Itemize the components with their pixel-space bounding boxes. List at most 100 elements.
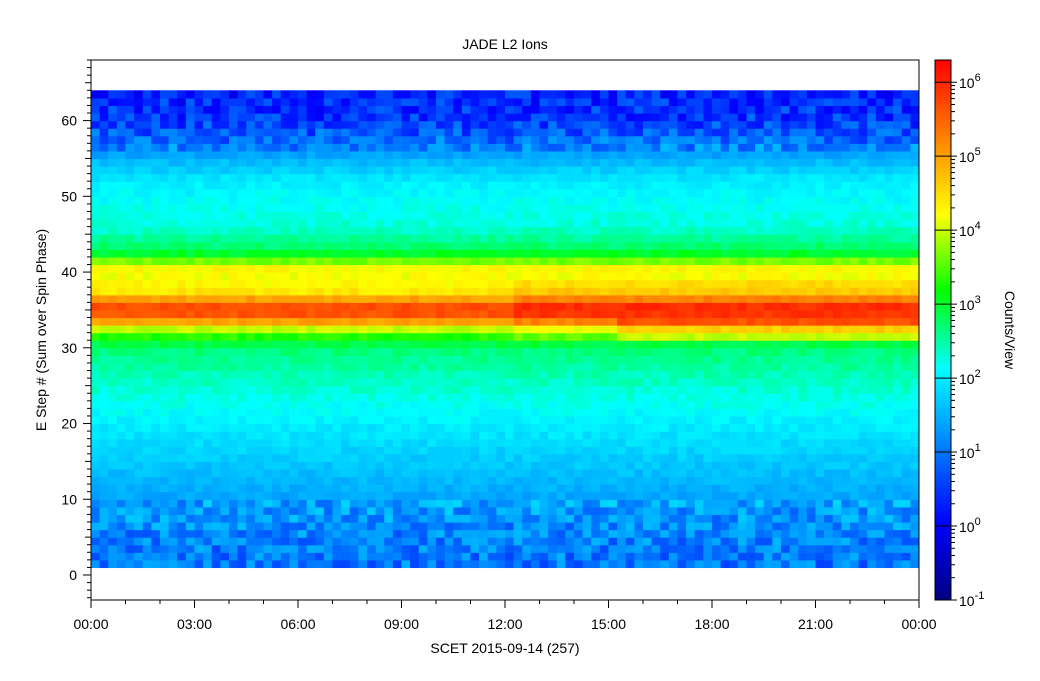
heatmap-cell [401, 302, 411, 311]
heatmap-cell [513, 317, 523, 326]
heatmap-cell [306, 400, 316, 409]
heatmap-cell [479, 203, 489, 213]
heatmap-cell [660, 294, 670, 303]
heatmap-cell [461, 264, 472, 273]
heatmap-cell [332, 249, 342, 258]
heatmap-cell [444, 332, 454, 341]
heatmap-cell [341, 559, 351, 569]
heatmap-cell [453, 400, 463, 409]
heatmap-cell [591, 120, 601, 129]
heatmap-cell [556, 166, 566, 175]
heatmap-cell [487, 431, 497, 440]
heatmap-cell [530, 423, 541, 432]
heatmap-cell [694, 521, 704, 531]
heatmap-cell [418, 461, 428, 470]
heatmap-cell [737, 219, 748, 228]
heatmap-cell [142, 188, 152, 197]
heatmap-cell [513, 423, 523, 432]
heatmap-cell [246, 279, 256, 288]
heatmap-cell [358, 423, 368, 432]
heatmap-cell [194, 506, 204, 516]
heatmap-cell [272, 559, 282, 569]
heatmap-cell [548, 219, 558, 228]
heatmap-cell [289, 370, 299, 379]
heatmap-cell [99, 113, 109, 122]
heatmap-cell [384, 241, 394, 250]
heatmap-cell [720, 362, 730, 372]
heatmap-cell [530, 113, 541, 122]
heatmap-cell [453, 219, 463, 228]
heatmap-cell [108, 340, 118, 349]
heatmap-cell [246, 234, 256, 243]
heatmap-cell [470, 309, 480, 319]
heatmap-cell [384, 461, 394, 470]
heatmap-cell [237, 181, 247, 190]
heatmap-cell [116, 181, 127, 190]
heatmap-cell [703, 378, 713, 387]
heatmap-cell [99, 143, 109, 152]
heatmap-cell [401, 196, 411, 205]
heatmap-cell [272, 135, 282, 144]
heatmap-cell [91, 302, 101, 311]
heatmap-cell [461, 438, 472, 447]
heatmap-cell [496, 514, 506, 523]
heatmap-cell [522, 446, 532, 455]
heatmap-cell [677, 559, 687, 569]
heatmap-cell [548, 347, 558, 356]
heatmap-cell [211, 97, 221, 107]
heatmap-cell [617, 476, 627, 485]
heatmap-cell [254, 173, 265, 182]
heatmap-cell [229, 135, 239, 144]
heatmap-cell [617, 552, 627, 561]
heatmap-cell [99, 438, 109, 447]
heatmap-cell [229, 143, 239, 152]
heatmap-cell [401, 181, 411, 190]
heatmap-cell [556, 211, 566, 220]
heatmap-cell [737, 408, 748, 417]
heatmap-cell [272, 241, 282, 250]
heatmap-cell [427, 453, 437, 462]
heatmap-cell [617, 279, 627, 288]
heatmap-cell [651, 166, 661, 175]
heatmap-cell [737, 135, 748, 144]
heatmap-cell [392, 325, 403, 334]
heatmap-cell [479, 559, 489, 569]
heatmap-cell [772, 552, 782, 561]
heatmap-cell [427, 355, 437, 364]
heatmap-cell [280, 431, 290, 440]
heatmap-cell [125, 120, 135, 129]
heatmap-cell [237, 128, 247, 137]
heatmap-cell [694, 499, 704, 508]
heatmap-cell [660, 393, 670, 402]
heatmap-cell [686, 150, 696, 160]
heatmap-cell [194, 173, 204, 182]
heatmap-cell [436, 241, 446, 250]
heatmap-cell [427, 446, 437, 455]
heatmap-cell [99, 408, 109, 417]
heatmap-cell [539, 438, 549, 447]
heatmap-cell [720, 173, 730, 182]
heatmap-cell [349, 317, 359, 326]
heatmap-cell [185, 393, 196, 402]
heatmap-cell [185, 408, 196, 417]
heatmap-cell [280, 272, 290, 281]
heatmap-cell [470, 234, 480, 243]
heatmap-cell [556, 347, 566, 356]
heatmap-cell [263, 378, 273, 387]
heatmap-cell [289, 97, 299, 107]
heatmap-cell [427, 431, 437, 440]
heatmap-cell [384, 120, 394, 129]
heatmap-cell [436, 97, 446, 107]
heatmap-cell [763, 226, 773, 235]
heatmap-cell [436, 544, 446, 553]
heatmap-cell [556, 249, 566, 258]
heatmap-cell [375, 537, 385, 546]
heatmap-cell [134, 537, 144, 546]
heatmap-cell [142, 484, 152, 493]
heatmap-cell [99, 347, 109, 356]
heatmap-cell [298, 332, 308, 341]
heatmap-cell [763, 415, 773, 425]
heatmap-cell [617, 468, 627, 478]
heatmap-cell [496, 370, 506, 379]
heatmap-cell [634, 302, 644, 311]
